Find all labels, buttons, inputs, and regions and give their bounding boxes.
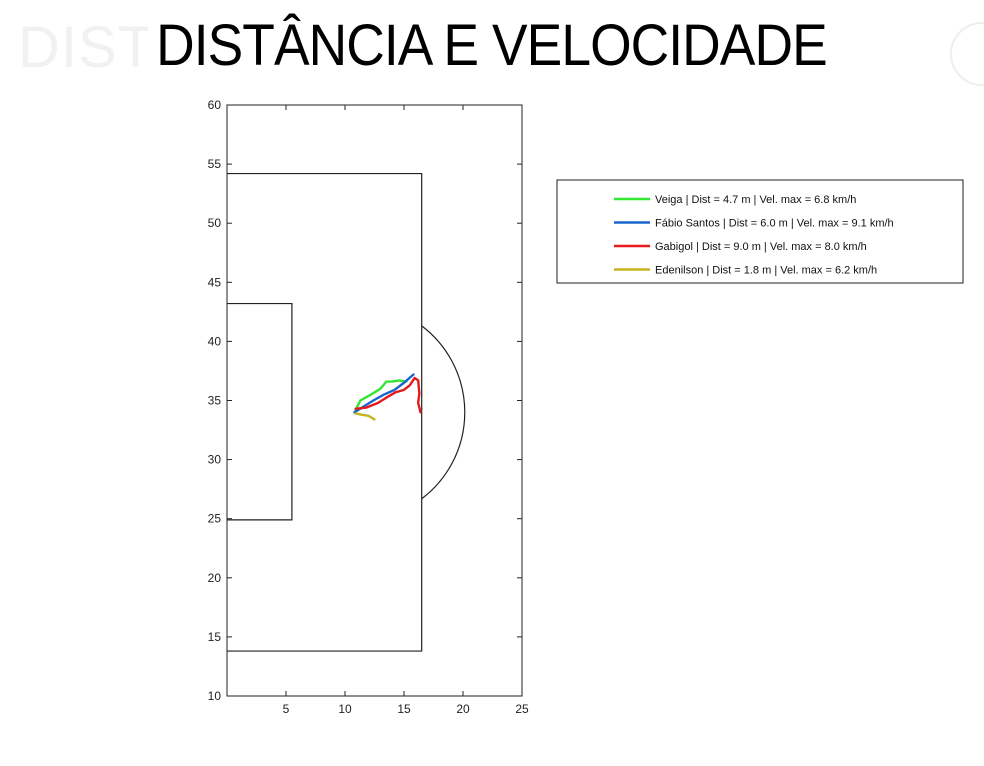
legend-label-2: Gabigol | Dist = 9.0 m | Vel. max = 8.0 … bbox=[655, 241, 867, 253]
y-tick-label: 10 bbox=[208, 689, 222, 703]
background-watermark-text: DIST bbox=[18, 15, 148, 80]
series-line-1 bbox=[353, 373, 415, 414]
x-tick-label: 20 bbox=[456, 702, 470, 716]
penalty-box-line bbox=[227, 172, 423, 652]
legend-label-3: Edenilson | Dist = 1.8 m | Vel. max = 6.… bbox=[655, 265, 877, 277]
y-tick-label: 40 bbox=[208, 334, 222, 348]
y-tick-label: 50 bbox=[208, 216, 222, 230]
series-line-3 bbox=[354, 412, 376, 421]
penalty-arc-line bbox=[421, 325, 466, 500]
legend-box bbox=[556, 179, 964, 284]
y-tick-label: 45 bbox=[208, 275, 222, 289]
series-line-0 bbox=[354, 379, 408, 412]
x-tick-label: 5 bbox=[283, 702, 290, 716]
y-tick-label: 15 bbox=[208, 630, 222, 644]
x-tick-label: 10 bbox=[338, 702, 352, 716]
y-tick-label: 60 bbox=[208, 98, 222, 112]
series-line-2 bbox=[354, 376, 422, 414]
page-title: DISTÂNCIA E VELOCIDADE bbox=[156, 13, 828, 78]
legend-label-1: Fábio Santos | Dist = 6.0 m | Vel. max =… bbox=[655, 218, 894, 230]
goal-area-line bbox=[227, 302, 293, 521]
y-tick-label: 35 bbox=[208, 394, 222, 408]
x-tick-label: 25 bbox=[515, 702, 529, 716]
y-tick-label: 20 bbox=[208, 571, 222, 585]
y-tick-label: 30 bbox=[208, 453, 222, 467]
y-tick-label: 55 bbox=[208, 157, 222, 171]
y-tick-label: 25 bbox=[208, 512, 222, 526]
legend-label-0: Veiga | Dist = 4.7 m | Vel. max = 6.8 km… bbox=[655, 194, 856, 206]
x-tick-label: 15 bbox=[397, 702, 411, 716]
